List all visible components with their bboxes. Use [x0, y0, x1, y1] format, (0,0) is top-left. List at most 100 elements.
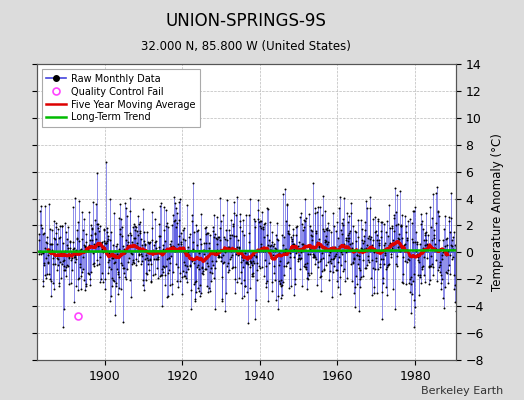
Point [355, 308, 363, 314]
Point [378, 256, 387, 263]
Point [400, 213, 409, 220]
Point [171, 247, 179, 254]
Point [47, 278, 55, 284]
Point [396, 188, 404, 194]
Point [184, 252, 193, 258]
Point [365, 194, 374, 200]
Point [270, 263, 278, 270]
Point [97, 238, 106, 245]
Point [63, 262, 71, 268]
Point [347, 200, 356, 206]
Point [361, 218, 369, 225]
Point [130, 221, 138, 228]
Point [148, 209, 156, 216]
Point [71, 252, 79, 258]
Point [187, 287, 195, 293]
Point [409, 208, 417, 214]
Point [69, 204, 77, 210]
Point [417, 210, 425, 217]
Point [136, 230, 144, 236]
Point [81, 244, 89, 250]
Point [368, 242, 377, 248]
Point [254, 197, 262, 203]
Point [297, 249, 305, 255]
Point [328, 246, 336, 252]
Point [302, 266, 310, 272]
Point [89, 199, 97, 205]
Point [176, 270, 184, 276]
Point [120, 246, 128, 252]
Point [200, 246, 208, 253]
Point [301, 264, 309, 270]
Point [310, 252, 318, 258]
Point [68, 252, 77, 258]
Point [199, 270, 207, 277]
Point [95, 242, 103, 248]
Point [252, 253, 260, 260]
Point [211, 265, 219, 271]
Point [282, 262, 290, 269]
Point [122, 275, 130, 282]
Point [349, 223, 357, 229]
Point [216, 254, 225, 260]
Point [114, 271, 123, 278]
Point [440, 284, 449, 290]
Point [80, 242, 88, 248]
Point [74, 219, 82, 226]
Point [63, 236, 72, 242]
Point [393, 253, 401, 259]
Point [133, 227, 141, 234]
Point [38, 248, 46, 255]
Point [109, 277, 117, 283]
Point [357, 274, 366, 280]
Point [368, 292, 376, 298]
Point [107, 254, 116, 261]
Point [292, 250, 300, 256]
Text: 32.000 N, 85.800 W (United States): 32.000 N, 85.800 W (United States) [141, 40, 351, 53]
Point [231, 290, 239, 296]
Point [429, 272, 438, 278]
Point [201, 224, 210, 231]
Point [315, 243, 323, 250]
Point [89, 250, 97, 256]
Point [245, 230, 254, 236]
Point [367, 274, 376, 281]
Point [104, 270, 113, 276]
Point [138, 253, 146, 260]
Point [345, 235, 353, 241]
Point [265, 237, 274, 243]
Point [308, 228, 316, 234]
Point [301, 261, 309, 268]
Point [420, 232, 429, 239]
Point [235, 245, 244, 251]
Point [296, 213, 304, 220]
Point [376, 248, 385, 254]
Point [224, 260, 232, 267]
Point [434, 263, 443, 270]
Point [147, 278, 155, 284]
Point [166, 241, 174, 247]
Point [330, 223, 338, 229]
Point [198, 269, 206, 276]
Point [403, 234, 411, 241]
Point [62, 229, 71, 235]
Point [59, 266, 68, 273]
Point [73, 276, 82, 282]
Point [378, 289, 387, 296]
Point [108, 242, 117, 248]
Point [95, 278, 104, 285]
Point [174, 284, 182, 290]
Point [183, 278, 191, 285]
Point [230, 233, 238, 240]
Point [369, 215, 378, 222]
Point [258, 264, 267, 271]
Point [381, 284, 390, 290]
Point [161, 206, 170, 213]
Point [193, 242, 201, 248]
Point [310, 210, 319, 216]
Point [439, 236, 447, 243]
Point [103, 236, 112, 242]
Point [131, 227, 139, 233]
Point [363, 257, 372, 264]
Point [316, 288, 325, 294]
